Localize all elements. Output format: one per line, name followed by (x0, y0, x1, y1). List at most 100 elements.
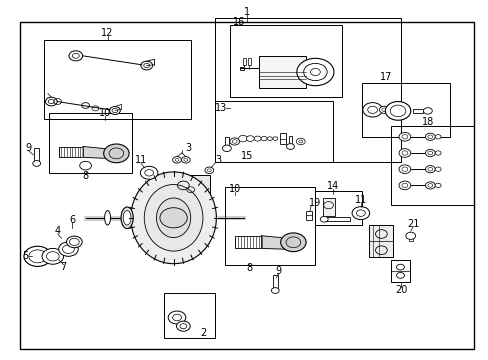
Circle shape (296, 138, 305, 145)
Bar (272, 275, 277, 290)
Circle shape (396, 273, 404, 278)
Circle shape (396, 264, 404, 270)
Circle shape (103, 144, 129, 163)
Circle shape (267, 137, 272, 140)
Text: 11: 11 (354, 195, 366, 205)
Circle shape (246, 136, 254, 141)
Circle shape (398, 165, 410, 174)
Circle shape (45, 97, 57, 106)
Circle shape (434, 135, 440, 139)
Circle shape (434, 151, 440, 155)
Text: 16: 16 (232, 17, 244, 27)
Bar (163, 293, 215, 338)
Circle shape (271, 288, 279, 293)
Bar (173, 175, 210, 196)
Circle shape (398, 132, 410, 141)
Circle shape (286, 144, 294, 149)
Circle shape (222, 145, 231, 152)
Bar (59, 147, 83, 157)
Circle shape (434, 183, 440, 188)
Text: 18: 18 (421, 117, 433, 127)
Text: 10: 10 (99, 108, 111, 118)
Circle shape (425, 182, 434, 189)
Text: 6: 6 (69, 215, 75, 225)
Circle shape (42, 248, 63, 264)
Text: 9: 9 (275, 266, 281, 276)
Ellipse shape (130, 172, 216, 264)
Bar (322, 198, 334, 216)
Bar (390, 126, 473, 205)
Circle shape (238, 135, 247, 142)
Text: 4: 4 (55, 226, 61, 236)
Bar (224, 137, 228, 148)
Circle shape (425, 166, 434, 173)
Text: 3: 3 (185, 143, 191, 153)
Circle shape (320, 216, 327, 222)
Bar (315, 191, 361, 225)
Circle shape (434, 167, 440, 171)
Bar (224, 187, 315, 265)
Text: 12: 12 (101, 28, 114, 38)
Circle shape (24, 246, 51, 266)
Text: 7: 7 (61, 262, 66, 272)
Bar (408, 235, 412, 241)
Circle shape (423, 108, 431, 114)
Ellipse shape (104, 211, 110, 225)
Text: 9: 9 (25, 143, 31, 153)
Bar (49, 113, 132, 173)
Circle shape (80, 161, 91, 170)
Polygon shape (261, 236, 284, 249)
Circle shape (280, 233, 305, 252)
Bar (44, 40, 190, 119)
Circle shape (379, 106, 388, 113)
Ellipse shape (144, 184, 203, 251)
Text: 17: 17 (379, 72, 392, 82)
Circle shape (398, 181, 410, 190)
Text: 15: 15 (240, 150, 253, 161)
Bar (215, 18, 400, 162)
Polygon shape (83, 147, 107, 158)
Circle shape (141, 61, 152, 70)
Bar (234, 236, 261, 248)
Circle shape (109, 107, 120, 114)
Circle shape (362, 103, 382, 117)
Text: 21: 21 (406, 219, 419, 229)
Text: 10: 10 (228, 184, 241, 194)
Bar (390, 260, 409, 282)
Text: 13: 13 (214, 103, 227, 113)
Bar (368, 225, 392, 257)
Circle shape (272, 137, 277, 140)
Circle shape (204, 167, 213, 174)
Text: 1: 1 (244, 7, 249, 17)
Circle shape (140, 166, 158, 179)
Circle shape (81, 103, 89, 108)
Bar (412, 109, 422, 113)
Text: 3: 3 (215, 155, 221, 165)
Text: 14: 14 (326, 181, 339, 192)
Text: 20: 20 (394, 285, 407, 295)
Bar (305, 211, 311, 220)
Circle shape (33, 161, 41, 166)
Circle shape (160, 208, 187, 228)
Circle shape (425, 149, 434, 157)
Circle shape (69, 51, 82, 61)
Bar (247, 58, 250, 65)
Ellipse shape (156, 198, 190, 238)
Text: 11: 11 (134, 155, 147, 165)
Circle shape (181, 157, 190, 163)
Text: 19: 19 (308, 198, 321, 208)
Text: 2: 2 (200, 328, 205, 338)
Text: 8: 8 (82, 171, 88, 181)
Bar (361, 83, 449, 137)
Circle shape (405, 232, 415, 239)
Text: 5: 5 (22, 251, 28, 261)
Circle shape (172, 157, 181, 163)
Circle shape (176, 321, 190, 331)
Bar (288, 136, 292, 146)
Circle shape (351, 207, 369, 220)
Circle shape (425, 133, 434, 140)
Text: 8: 8 (246, 263, 252, 273)
Circle shape (296, 58, 333, 86)
Bar (259, 56, 305, 88)
Bar (322, 217, 349, 221)
